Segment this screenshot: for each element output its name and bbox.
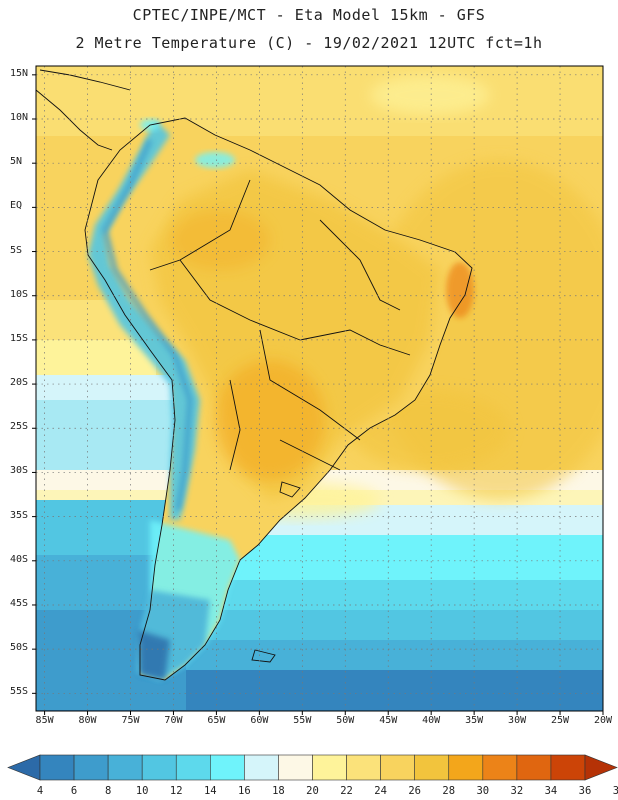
- colorbar-swatch: [73, 754, 109, 781]
- colorbar-swatch: [244, 754, 279, 781]
- map-title-line-2: 2 Metre Temperature (C) - 19/02/2021 12U…: [75, 34, 543, 52]
- colorbar-label: 38: [612, 785, 618, 797]
- latitude-label: 25S: [10, 421, 29, 433]
- colorbar-label: 10: [135, 785, 149, 797]
- axis-ticks: [32, 74, 604, 715]
- coastline-and-borders: [36, 69, 473, 681]
- colorbar-swatch: [107, 754, 143, 781]
- longitude-label: 25W: [551, 715, 570, 726]
- colorbar-label: 28: [442, 785, 456, 797]
- longitude-label: 50W: [336, 715, 355, 726]
- colorbar-label: 12: [169, 785, 183, 797]
- map-frame: [35, 65, 604, 712]
- latitude-label: 5S: [10, 244, 23, 256]
- latitude-label: 40S: [10, 553, 29, 565]
- colorbar-swatch: [414, 754, 450, 781]
- colorbar-swatch: [346, 754, 381, 781]
- latitude-label: 30S: [10, 465, 29, 477]
- colorbar-high-arrow: [584, 754, 618, 781]
- colorbar-swatch: [141, 754, 177, 781]
- latitude-label: EQ: [10, 200, 23, 212]
- latitude-label: 5N: [10, 156, 23, 168]
- colorbar-swatch: [175, 754, 211, 781]
- latitude-label: 55S: [10, 686, 29, 698]
- colorbar-label: 18: [272, 785, 285, 797]
- longitude-label: 75W: [121, 715, 140, 726]
- colorbar-label: 20: [306, 785, 319, 797]
- colorbar-label: 6: [70, 785, 78, 797]
- longitude-label: 45W: [379, 715, 398, 726]
- lat-lon-grid: [36, 66, 603, 711]
- longitude-label: 40W: [422, 715, 441, 726]
- colorbar-label: 8: [104, 785, 112, 797]
- latitude-label: 50S: [10, 642, 29, 654]
- longitude-label: 30W: [508, 715, 527, 726]
- colorbar-label: 16: [238, 785, 251, 797]
- colorbar-label: 26: [408, 785, 422, 797]
- latitude-label: 15N: [10, 67, 29, 79]
- colorbar-swatch: [210, 754, 245, 781]
- longitude-label: 20W: [593, 715, 613, 726]
- colorbar-label: 34: [544, 785, 558, 797]
- longitude-label: 60W: [250, 715, 269, 726]
- colorbar-label: 24: [374, 785, 387, 797]
- colorbar-label: 30: [476, 785, 490, 797]
- colorbar-low-arrow: [7, 754, 41, 781]
- latitude-label: 15S: [10, 332, 29, 344]
- longitude-label: 80W: [78, 715, 97, 726]
- colorbar-label: 32: [510, 785, 524, 797]
- colorbar-label: 4: [36, 785, 44, 797]
- longitude-label: 70W: [164, 715, 183, 726]
- colorbar-swatch: [380, 754, 415, 781]
- latitude-label: 45S: [10, 597, 29, 609]
- latitude-label: 10S: [10, 288, 29, 300]
- colorbar-swatch: [448, 754, 484, 781]
- colorbar-swatch: [516, 754, 552, 781]
- colorbar-swatch: [550, 754, 586, 781]
- temperature-field: [36, 66, 603, 711]
- longitude-label: 35W: [465, 715, 484, 726]
- colorbar-label: 22: [340, 785, 353, 797]
- latitude-label: 20S: [10, 377, 29, 389]
- map-title-line-1: CPTEC/INPE/MCT - Eta Model 15km - GFS: [132, 6, 486, 24]
- colorbar: [7, 754, 618, 781]
- colorbar-label: 14: [203, 785, 217, 797]
- longitude-label: 55W: [293, 715, 312, 726]
- latitude-label: 35S: [10, 509, 29, 521]
- colorbar-swatch: [278, 754, 313, 781]
- colorbar-swatch: [482, 754, 518, 781]
- longitude-label: 65W: [207, 715, 226, 726]
- latitude-label: 10N: [10, 112, 29, 123]
- colorbar-swatch: [312, 754, 347, 781]
- longitude-label: 85W: [35, 715, 54, 726]
- colorbar-label: 36: [578, 785, 592, 797]
- colorbar-swatch: [39, 754, 75, 781]
